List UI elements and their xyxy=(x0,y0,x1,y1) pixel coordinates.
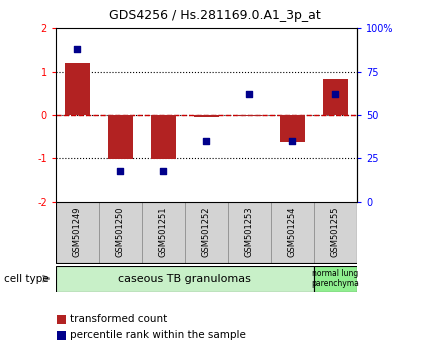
Bar xyxy=(185,202,228,263)
Bar xyxy=(57,331,66,340)
Bar xyxy=(56,202,99,263)
Bar xyxy=(150,115,176,159)
Text: transformed count: transformed count xyxy=(70,314,167,325)
Bar xyxy=(57,315,66,324)
Text: GSM501251: GSM501251 xyxy=(159,206,168,257)
Text: GSM501250: GSM501250 xyxy=(116,206,125,257)
Point xyxy=(203,138,210,144)
Bar xyxy=(280,115,305,142)
Point xyxy=(332,91,339,97)
Bar xyxy=(56,266,314,292)
Point xyxy=(246,91,253,97)
Text: GSM501255: GSM501255 xyxy=(331,206,340,257)
Point xyxy=(74,46,81,52)
Bar xyxy=(108,115,133,159)
Bar xyxy=(314,266,357,292)
Text: GSM501254: GSM501254 xyxy=(288,206,297,257)
Bar xyxy=(228,202,271,263)
Text: percentile rank within the sample: percentile rank within the sample xyxy=(70,331,246,341)
Bar xyxy=(194,115,219,117)
Text: GSM501252: GSM501252 xyxy=(202,206,211,257)
Text: normal lung
parenchyma: normal lung parenchyma xyxy=(311,269,359,289)
Bar xyxy=(322,80,348,115)
Bar xyxy=(142,202,185,263)
Bar xyxy=(314,202,357,263)
Bar xyxy=(64,63,90,115)
Point xyxy=(289,138,296,144)
Point xyxy=(117,168,124,173)
Text: caseous TB granulomas: caseous TB granulomas xyxy=(118,274,252,284)
Text: GDS4256 / Hs.281169.0.A1_3p_at: GDS4256 / Hs.281169.0.A1_3p_at xyxy=(109,9,321,22)
Text: GSM501249: GSM501249 xyxy=(73,206,82,257)
Bar xyxy=(237,115,262,116)
Text: cell type: cell type xyxy=(4,274,49,284)
Bar xyxy=(99,202,142,263)
Point xyxy=(160,168,167,173)
Bar xyxy=(271,202,314,263)
Text: GSM501253: GSM501253 xyxy=(245,206,254,257)
